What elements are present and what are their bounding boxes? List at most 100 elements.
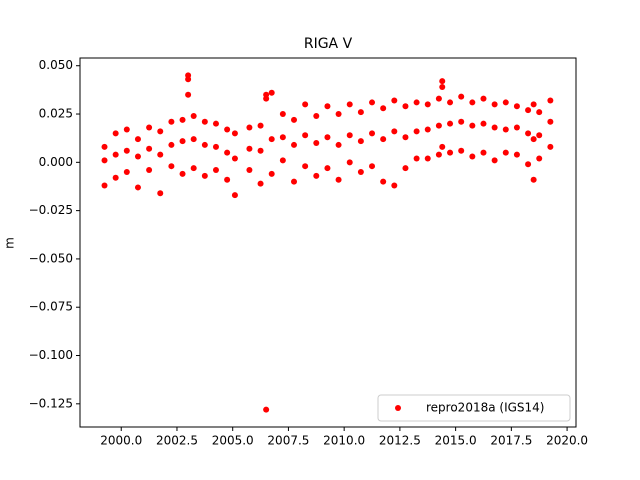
- point: [279, 111, 286, 118]
- point: [424, 126, 431, 133]
- point: [502, 126, 509, 133]
- y-tick-label: −0.125: [29, 396, 73, 410]
- point: [313, 140, 320, 147]
- point: [536, 132, 543, 139]
- point: [324, 165, 331, 172]
- point: [547, 97, 554, 104]
- point: [224, 126, 231, 133]
- point: [380, 105, 387, 112]
- x-tick-label: 2020.0: [546, 434, 588, 448]
- point: [224, 176, 231, 183]
- point: [168, 163, 175, 170]
- point: [380, 178, 387, 185]
- point: [168, 118, 175, 125]
- point: [402, 134, 409, 141]
- point: [201, 172, 208, 179]
- point: [458, 93, 465, 100]
- point: [231, 155, 238, 162]
- point: [369, 99, 376, 106]
- point: [513, 103, 520, 110]
- point: [502, 99, 509, 106]
- point: [324, 103, 331, 110]
- y-tick-label: 0.050: [39, 58, 73, 72]
- point: [530, 176, 537, 183]
- point: [246, 124, 253, 131]
- point: [335, 111, 342, 118]
- point: [224, 149, 231, 156]
- point: [536, 109, 543, 116]
- point: [380, 136, 387, 143]
- x-tick-label: 2002.5: [156, 434, 198, 448]
- point: [491, 124, 498, 131]
- point: [123, 168, 130, 175]
- point: [279, 134, 286, 141]
- point: [302, 163, 309, 170]
- x-tick-label: 2015.0: [435, 434, 477, 448]
- point: [469, 153, 476, 160]
- legend-label: repro2018a (IGS14): [426, 401, 544, 415]
- point: [402, 103, 409, 110]
- point: [513, 151, 520, 158]
- point: [346, 101, 353, 108]
- point: [257, 147, 264, 154]
- point: [335, 141, 342, 148]
- point: [391, 182, 398, 189]
- point: [357, 138, 364, 145]
- y-tick-label: −0.075: [29, 300, 73, 314]
- point: [123, 147, 130, 154]
- point: [369, 163, 376, 170]
- point: [413, 155, 420, 162]
- point: [302, 101, 309, 108]
- point: [157, 128, 164, 135]
- plot-frame: [79, 57, 577, 428]
- point: [231, 192, 238, 199]
- chart-title: RIGA V: [304, 36, 353, 52]
- point: [346, 132, 353, 139]
- point: [101, 157, 108, 164]
- point: [391, 97, 398, 104]
- point: [435, 122, 442, 129]
- x-tick-label: 2017.5: [490, 434, 532, 448]
- point: [302, 132, 309, 139]
- point: [469, 122, 476, 129]
- legend-box: [377, 394, 571, 422]
- point: [447, 149, 454, 156]
- point: [435, 95, 442, 102]
- point: [435, 151, 442, 158]
- point: [536, 155, 543, 162]
- point: [413, 128, 420, 135]
- y-axis-label: m: [3, 237, 17, 249]
- y-tick-label: −0.100: [29, 348, 73, 362]
- point: [157, 151, 164, 158]
- point: [263, 91, 270, 98]
- point: [357, 168, 364, 175]
- point: [185, 91, 192, 98]
- point: [190, 112, 197, 119]
- point: [458, 118, 465, 125]
- point: [201, 118, 208, 125]
- point: [291, 178, 298, 185]
- y-tick-label: −0.050: [29, 251, 73, 265]
- point: [179, 170, 186, 177]
- point: [424, 101, 431, 108]
- point: [502, 149, 509, 156]
- point: [530, 136, 537, 143]
- x-tick-label: 2010.0: [323, 434, 365, 448]
- point: [257, 122, 264, 129]
- point: [263, 406, 270, 413]
- point: [268, 136, 275, 143]
- point: [424, 155, 431, 162]
- point: [201, 141, 208, 148]
- point: [346, 159, 353, 166]
- point: [491, 101, 498, 108]
- point: [513, 124, 520, 131]
- point: [101, 182, 108, 189]
- point: [212, 120, 219, 127]
- point: [480, 95, 487, 102]
- point: [391, 128, 398, 135]
- point: [291, 141, 298, 148]
- point: [447, 120, 454, 127]
- point: [402, 165, 409, 172]
- y-tick-label: 0.000: [39, 155, 73, 169]
